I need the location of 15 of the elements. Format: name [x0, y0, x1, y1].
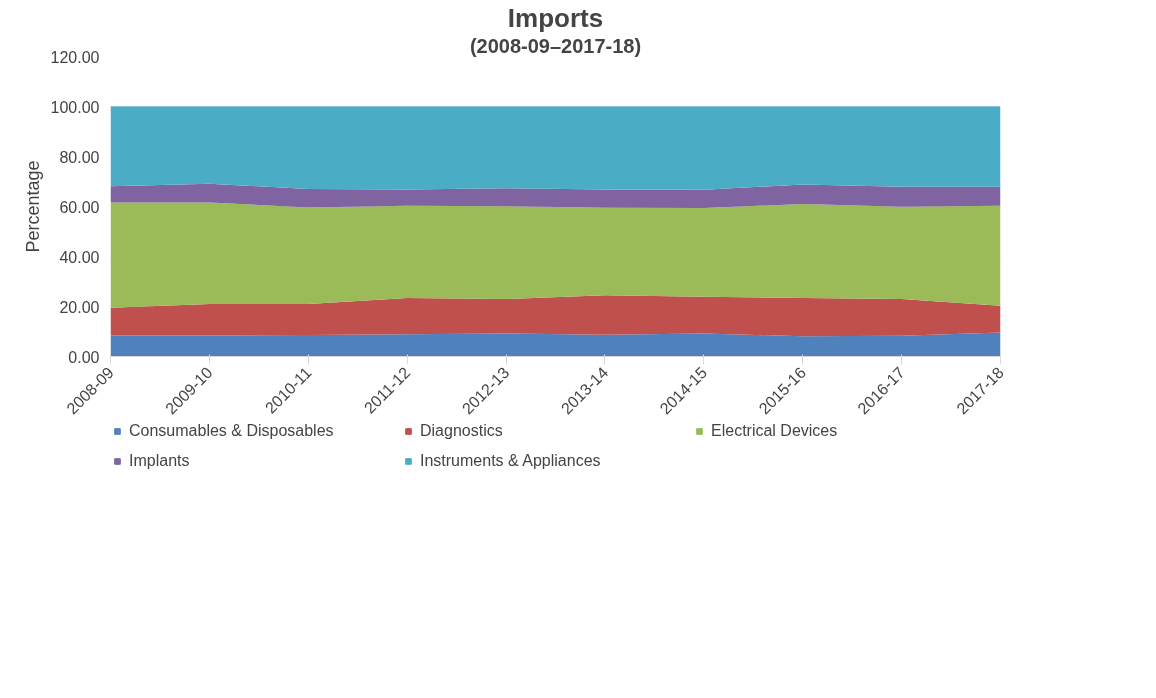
y-tick-label: 0.00 — [68, 348, 100, 366]
y-tick-label: 60.00 — [59, 198, 100, 216]
legend-label: Electrical Devices — [711, 422, 839, 440]
chart-title: Imports — [507, 2, 604, 33]
y-tick-label: 100.00 — [50, 98, 100, 116]
legend-label: Diagnostics — [420, 422, 504, 440]
y-axis-title: Percentage — [22, 160, 43, 253]
legend-label: Consumables & Disposables — [129, 422, 335, 440]
y-tick-label: 40.00 — [59, 248, 100, 266]
y-tick-label: 20.00 — [59, 298, 100, 316]
y-tick-label: 80.00 — [59, 148, 100, 166]
legend-label: Instruments & Appliances — [420, 452, 602, 470]
legend-label: Implants — [129, 452, 191, 470]
y-tick-label: 120.00 — [50, 48, 100, 66]
chart-subtitle: (2008-09–2017-18) — [469, 34, 642, 57]
